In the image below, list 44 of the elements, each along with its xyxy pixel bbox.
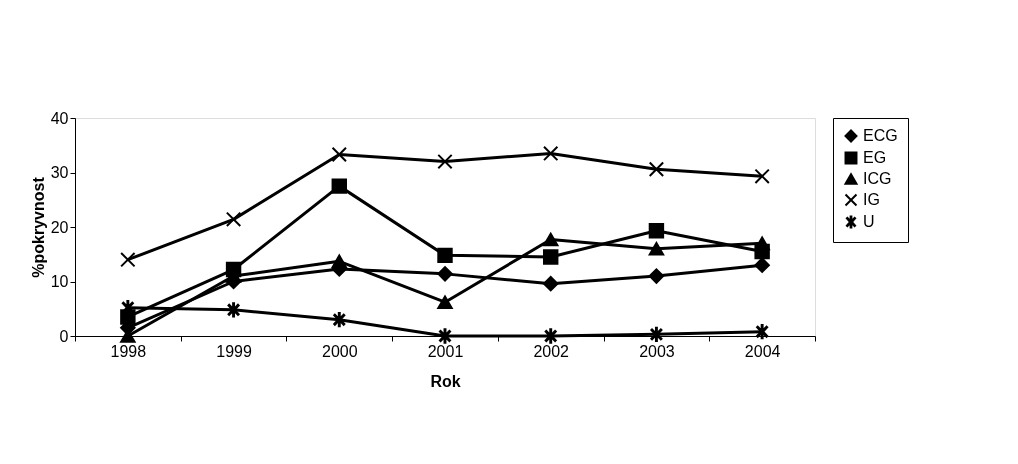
point (648, 241, 665, 256)
x-tick-label: 2000 (321, 342, 358, 360)
point (543, 232, 559, 247)
legend-label: IG (863, 191, 880, 208)
x-tick-label: 2001 (427, 342, 464, 360)
x-tick-label: 2004 (744, 342, 781, 360)
x-axis-title: Rok (430, 372, 461, 390)
point (437, 247, 453, 264)
x-tick-label: 2003 (639, 342, 675, 360)
point (650, 326, 663, 343)
point (543, 249, 559, 265)
legend-label: EG (863, 149, 887, 166)
x-tick-label: 1999 (216, 342, 252, 360)
y-tick-label: 0 (59, 327, 69, 345)
point (543, 145, 559, 162)
point (648, 161, 665, 177)
point (648, 223, 665, 239)
point (648, 268, 665, 284)
point (331, 146, 347, 163)
x-tick-label: 1998 (110, 342, 147, 360)
point (437, 295, 453, 310)
point (227, 302, 240, 318)
point (754, 243, 770, 260)
y-tick-label: 40 (50, 109, 69, 127)
point (437, 266, 453, 282)
point (544, 328, 557, 344)
x-tick-label: 2002 (533, 342, 570, 360)
legend-label: U (863, 213, 875, 230)
legend-label: ECG (863, 127, 898, 144)
point (543, 275, 559, 292)
point (120, 251, 136, 268)
point (437, 153, 453, 170)
point (331, 178, 347, 194)
point (754, 168, 770, 185)
legend-label: ICG (863, 170, 892, 187)
point (225, 211, 242, 228)
y-axis-title: %pokryvnost (29, 176, 47, 278)
point (333, 311, 346, 328)
y-tick-label: 30 (50, 164, 69, 181)
y-tick-label: 10 (50, 273, 69, 290)
point (756, 323, 769, 340)
point (754, 257, 770, 273)
y-tick-label: 20 (50, 218, 69, 236)
point (438, 328, 452, 344)
